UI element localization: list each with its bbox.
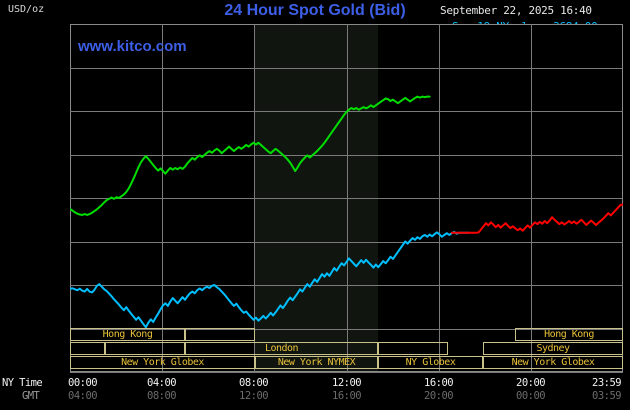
series-line-sep21 (450, 203, 623, 234)
series-line-sep22 (70, 95, 431, 216)
gridline-vertical (254, 24, 255, 372)
session-bar-sydney: Sydney (483, 342, 623, 355)
chart-title: 24 Hour Spot Gold (Bid) (224, 2, 406, 19)
gridline-vertical (531, 24, 532, 372)
x-tick-label-ny: 00:00 (68, 377, 98, 389)
gridline-horizontal (70, 155, 623, 156)
session-bar-new-york-nymex: New York NYMEX (255, 356, 378, 369)
x-tick-label-ny: 04:00 (147, 377, 177, 389)
kitco-watermark: www.kitco.com (78, 38, 187, 55)
gmt-axis-label: GMT (22, 390, 40, 402)
session-bar-segment (378, 342, 448, 355)
y-axis-unit-label: USD/oz (8, 4, 45, 15)
x-tick-label-gmt: 12:00 (239, 390, 269, 402)
session-bar-london: London (185, 342, 378, 355)
session-bar-hong-kong: Hong Kong (70, 328, 185, 341)
x-tick-label-gmt: 08:00 (147, 390, 177, 402)
x-tick-label-gmt: 20:00 (424, 390, 454, 402)
x-tick-label-gmt: 00:00 (516, 390, 546, 402)
gridline-vertical (439, 24, 440, 372)
price-series-layer (70, 95, 623, 329)
timestamp-label: September 22, 2025 16:40 (440, 4, 592, 17)
gridline-horizontal (70, 372, 623, 373)
session-bar-segment (185, 328, 255, 341)
session-bar-hong-kong: Hong Kong (515, 328, 623, 341)
series-line-sep19 (70, 230, 470, 329)
x-tick-label-ny: 08:00 (239, 377, 269, 389)
session-bar-ny-globex: NY Globex (378, 356, 483, 369)
gridline-horizontal (70, 242, 623, 243)
ny-time-axis-label: NY Time (2, 377, 43, 389)
session-bar-segment (70, 342, 105, 355)
x-tick-label-gmt: 04:00 (68, 390, 98, 402)
x-tick-label-ny: 12:00 (332, 377, 362, 389)
x-tick-label-ny: 16:00 (424, 377, 454, 389)
session-bar-new-york-globex: New York Globex (483, 356, 623, 369)
gridline-horizontal (70, 198, 623, 199)
gridline-horizontal (70, 68, 623, 69)
x-tick-label-ny: 23:59 (592, 377, 622, 389)
session-bar-segment (105, 342, 185, 355)
gridline-vertical (347, 24, 348, 372)
gridline-vertical (162, 24, 163, 372)
gridline-horizontal (70, 285, 623, 286)
x-tick-label-gmt: 03:59 (592, 390, 622, 402)
gridline-horizontal (70, 329, 623, 330)
x-tick-label-ny: 20:00 (516, 377, 546, 389)
x-tick-label-gmt: 16:00 (332, 390, 362, 402)
session-bar-new-york-globex: New York Globex (70, 356, 255, 369)
